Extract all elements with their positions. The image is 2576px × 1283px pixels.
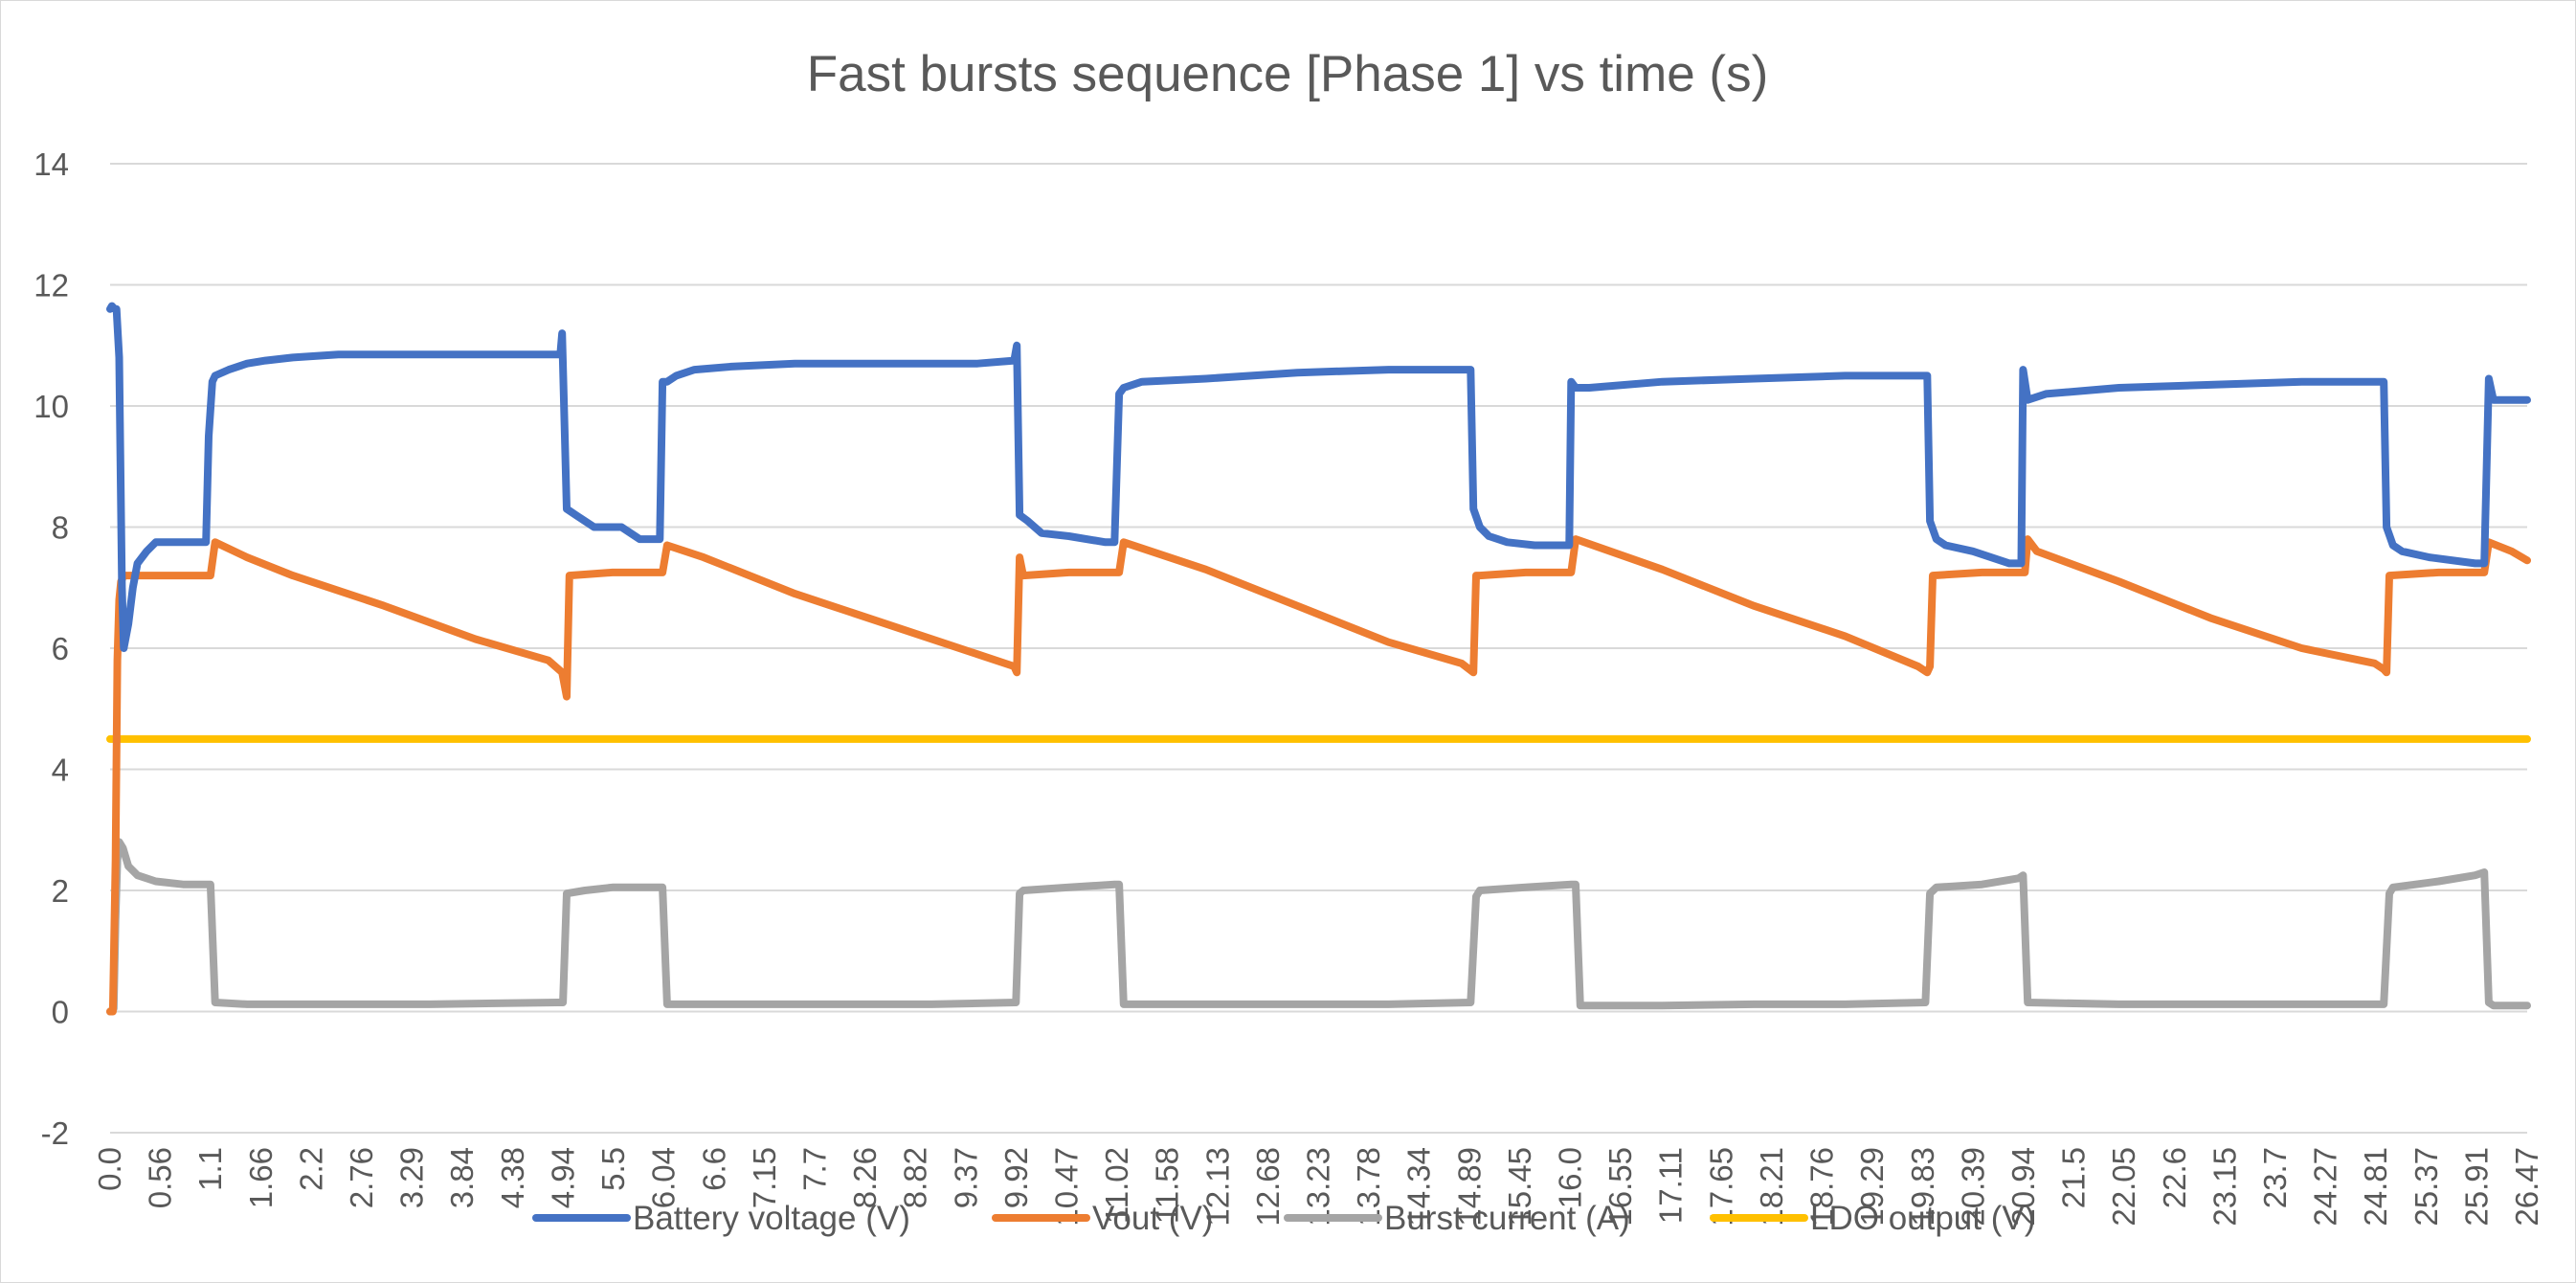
x-tick-label: 22.6 bbox=[2157, 1147, 2192, 1208]
y-tick-label: 2 bbox=[52, 873, 69, 909]
x-tick-label: 21.5 bbox=[2056, 1147, 2092, 1208]
x-tick-label: 2.2 bbox=[293, 1147, 328, 1191]
x-tick-label: 4.38 bbox=[495, 1147, 530, 1208]
legend-label-burst-current-a: Burst current (A) bbox=[1384, 1200, 1630, 1237]
x-tick-label: 20.39 bbox=[1955, 1147, 1990, 1227]
y-tick-label: 8 bbox=[52, 510, 69, 546]
x-axis-ticks: 0.0 0.56 1.1 1.66 2.2 2.76 3.29 3.84 4.38 4.94 5.5… bbox=[92, 1147, 2544, 1227]
x-tick-label: 12.68 bbox=[1250, 1147, 1286, 1227]
series-line-burst-current-a bbox=[106, 838, 2531, 1016]
x-tick-label: 16.55 bbox=[1602, 1147, 1638, 1227]
x-tick-label: 25.37 bbox=[2408, 1147, 2444, 1227]
x-tick-label: 3.29 bbox=[394, 1147, 430, 1208]
chart-title: Fast bursts sequence [Phase 1] vs time (… bbox=[807, 46, 1768, 102]
x-tick-label: 0.56 bbox=[143, 1147, 178, 1208]
x-tick-label: 14.34 bbox=[1401, 1147, 1437, 1227]
x-tick-label: 25.91 bbox=[2458, 1147, 2494, 1227]
x-tick-label: 26.47 bbox=[2509, 1147, 2544, 1227]
x-tick-label: 18.21 bbox=[1754, 1147, 1789, 1227]
x-tick-label: 23.15 bbox=[2206, 1147, 2242, 1227]
x-tick-label: 11.02 bbox=[1099, 1147, 1134, 1224]
legend-label-ldo-output-v: LDO output (V) bbox=[1810, 1200, 2035, 1237]
x-tick-label: 23.7 bbox=[2257, 1147, 2293, 1208]
x-tick-label: 17.65 bbox=[1703, 1147, 1738, 1227]
x-tick-label: 1.66 bbox=[243, 1147, 279, 1208]
x-tick-label: 14.89 bbox=[1451, 1147, 1487, 1227]
x-tick-label: 0.0 bbox=[92, 1147, 127, 1191]
x-tick-label: 24.27 bbox=[2308, 1147, 2343, 1227]
x-tick-label: 16.0 bbox=[1553, 1147, 1588, 1208]
series-line-vout-v bbox=[106, 535, 2531, 1016]
x-tick-label: 2.76 bbox=[344, 1147, 379, 1208]
x-tick-label: 6.04 bbox=[646, 1147, 682, 1208]
x-tick-label: 8.26 bbox=[847, 1147, 883, 1208]
x-tick-label: 3.84 bbox=[444, 1147, 480, 1208]
y-tick-label: 12 bbox=[34, 268, 69, 304]
x-tick-label: 24.81 bbox=[2358, 1147, 2393, 1227]
x-tick-label: 15.45 bbox=[1502, 1147, 1537, 1227]
y-tick-label: 4 bbox=[52, 753, 69, 788]
x-tick-label: 20.94 bbox=[2005, 1147, 2041, 1227]
y-tick-label: 0 bbox=[52, 995, 69, 1030]
x-tick-label: 10.47 bbox=[1048, 1147, 1084, 1227]
x-tick-label: 11.58 bbox=[1150, 1147, 1185, 1224]
y-tick-label: 14 bbox=[34, 146, 69, 182]
x-tick-label: 17.11 bbox=[1653, 1147, 1689, 1224]
x-tick-label: 9.92 bbox=[998, 1147, 1034, 1208]
x-tick-label: 6.6 bbox=[696, 1147, 731, 1191]
y-axis-ticks: -2 0 2 4 6 8 10 12 14 bbox=[34, 146, 69, 1151]
x-tick-label: 22.05 bbox=[2106, 1147, 2141, 1227]
x-tick-label: 19.83 bbox=[1905, 1147, 1940, 1227]
y-tick-label: 6 bbox=[52, 631, 69, 666]
x-tick-label: 9.37 bbox=[948, 1147, 983, 1208]
legend: Battery voltage (V) Vout (V) Burst current… bbox=[532, 1200, 2035, 1237]
y-tick-label: 10 bbox=[34, 389, 69, 424]
legend-label-battery-voltage-v: Battery voltage (V) bbox=[633, 1200, 910, 1237]
x-tick-label: 7.15 bbox=[747, 1147, 782, 1208]
x-tick-label: 7.7 bbox=[796, 1147, 832, 1191]
legend-label-vout-v: Vout (V) bbox=[1092, 1200, 1213, 1237]
x-tick-label: 8.82 bbox=[898, 1147, 933, 1208]
gridlines bbox=[110, 163, 2527, 1134]
plot-area bbox=[106, 302, 2531, 1016]
x-tick-label: 18.76 bbox=[1804, 1147, 1840, 1227]
x-tick-label: 4.94 bbox=[545, 1147, 580, 1208]
x-tick-label: 1.1 bbox=[192, 1147, 228, 1191]
x-tick-label: 13.78 bbox=[1351, 1147, 1386, 1227]
series-line-battery-voltage-v bbox=[106, 302, 2531, 652]
y-tick-label: -2 bbox=[41, 1115, 69, 1151]
x-tick-label: 12.13 bbox=[1199, 1147, 1235, 1227]
x-tick-label: 19.29 bbox=[1854, 1147, 1890, 1227]
x-tick-label: 13.23 bbox=[1301, 1147, 1336, 1227]
x-tick-label: 5.5 bbox=[595, 1147, 631, 1191]
